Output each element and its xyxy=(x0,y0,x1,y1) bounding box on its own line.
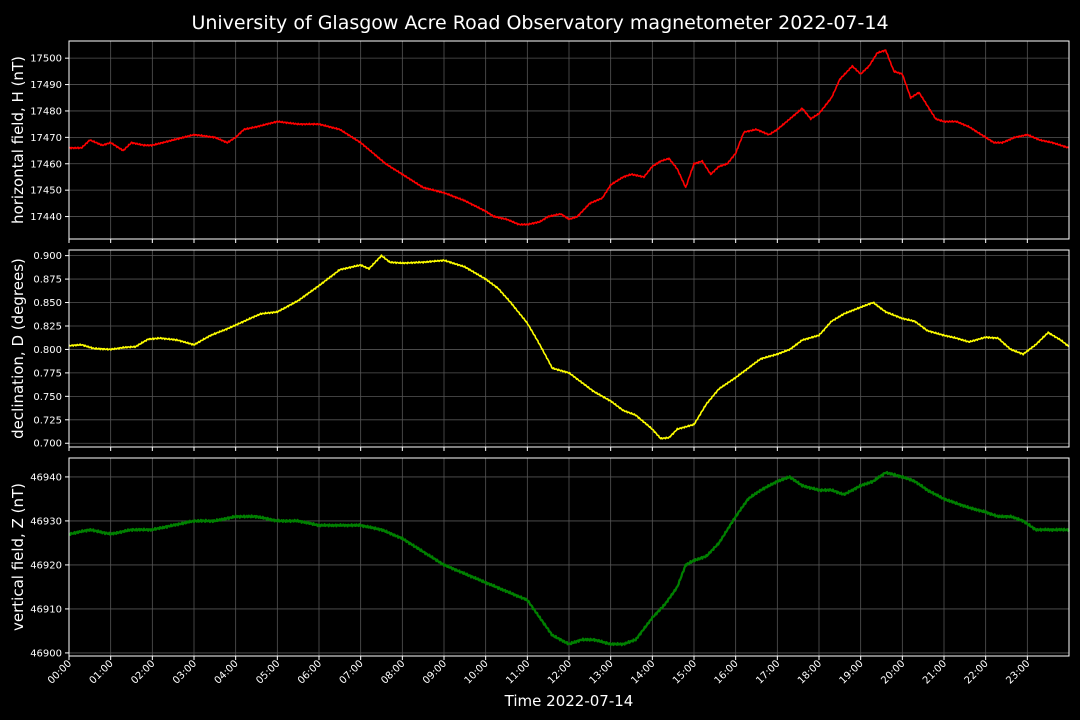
y-tick-label: 0.725 xyxy=(33,415,62,426)
x-tick-label: 02:00 xyxy=(129,658,157,686)
panel-1: 17440 17450 17460 17470 17480 17490 17500horiz… xyxy=(9,40,1070,243)
x-tick-label: 12:00 xyxy=(546,658,574,686)
y-tick-label: 17450 xyxy=(30,186,62,197)
y-tick-label: 17480 xyxy=(30,106,62,117)
x-tick-label: 14:00 xyxy=(629,658,657,686)
x-tick-label: 09:00 xyxy=(421,658,449,686)
y-tick-label: 0.700 xyxy=(33,439,62,450)
y-tick-label: 46940 xyxy=(30,472,62,483)
y-tick-label: 0.800 xyxy=(33,345,62,356)
x-tick-label: 06:00 xyxy=(296,658,324,686)
y-tick-label: 46900 xyxy=(30,648,62,659)
x-tick-label: 15:00 xyxy=(671,658,699,686)
panel-frame xyxy=(68,249,1070,448)
x-tick-label: 13:00 xyxy=(588,658,616,686)
y-tick-label: 0.825 xyxy=(33,321,62,332)
x-tick-label: 04:00 xyxy=(213,658,241,686)
y-tick-label: 0.875 xyxy=(33,275,62,286)
y-tick-label: 0.900 xyxy=(33,251,62,262)
y-tick-label: 0.750 xyxy=(33,392,62,403)
x-tick-label: 05:00 xyxy=(254,658,282,686)
y-tick-label: 17470 xyxy=(30,133,62,144)
x-tick-label: 08:00 xyxy=(379,658,407,686)
x-tick-label: 20:00 xyxy=(879,658,907,686)
series-line-2 xyxy=(68,254,1070,440)
y-tick-label: 17460 xyxy=(30,159,62,170)
y-tick-label: 0.775 xyxy=(33,368,62,379)
x-tick-label: 00:00 xyxy=(46,658,74,686)
y-tick-label: 17440 xyxy=(30,212,62,223)
y-tick-label: 46920 xyxy=(30,560,62,571)
x-tick-label: 03:00 xyxy=(171,658,199,686)
x-tick-label: 21:00 xyxy=(921,658,949,686)
y-tick-label: 17490 xyxy=(30,80,62,91)
x-tick-label: 23:00 xyxy=(1004,658,1032,686)
chart-title: University of Glasgow Acre Road Observat… xyxy=(191,12,888,34)
x-tick-label: 11:00 xyxy=(504,658,532,686)
y-tick-label: 46930 xyxy=(30,516,62,527)
series-line-1 xyxy=(68,49,1070,226)
x-axis-ticks: 00:00 01:00 02:00 03:00 04:00 05:00 06:00 07:00… xyxy=(46,658,1032,686)
y-axis-label-3: vertical field, Z (nT) xyxy=(9,483,27,631)
y-axis-label-1: horizontal field, H (nT) xyxy=(9,56,27,224)
x-tick-label: 17:00 xyxy=(754,658,782,686)
y-axis-label-2: declination, D (degrees) xyxy=(9,258,27,439)
x-tick-label: 01:00 xyxy=(88,658,116,686)
x-tick-label: 19:00 xyxy=(838,658,866,686)
panels: 17440 17450 17460 17470 17480 17490 17500horiz… xyxy=(9,40,1070,660)
series-line-3 xyxy=(68,470,1070,647)
x-tick-label: 10:00 xyxy=(463,658,491,686)
y-tick-label: 46910 xyxy=(30,604,62,615)
y-tick-label: 17500 xyxy=(30,54,62,65)
x-tick-label: 22:00 xyxy=(963,658,991,686)
x-tick-label: 18:00 xyxy=(796,658,824,686)
x-axis-label: Time 2022-07-14 xyxy=(504,692,634,710)
panel-2: 0.700 0.725 0.750 0.775 0.800 0.825 0.850 0.875… xyxy=(9,249,1070,451)
y-tick-label: 0.850 xyxy=(33,298,62,309)
x-tick-label: 16:00 xyxy=(713,658,741,686)
x-tick-label: 07:00 xyxy=(338,658,366,686)
panel-frame xyxy=(68,40,1070,240)
panel-frame xyxy=(68,457,1070,657)
